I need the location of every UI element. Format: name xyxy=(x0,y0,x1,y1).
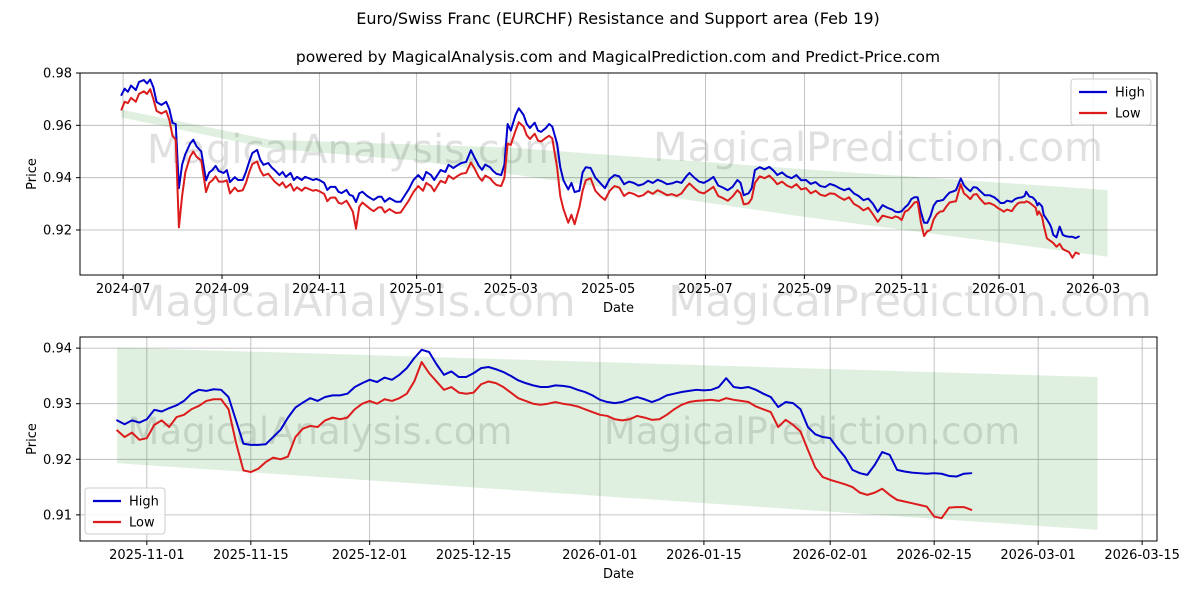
x-tick-label: 2025-01 xyxy=(389,282,443,297)
chart-zoom-recent: 2025-11-01 2025-11-15 2025-12-01 2025-12-15… xyxy=(25,336,1180,582)
legend-label-low: Low xyxy=(1115,107,1141,122)
legend-label-high: High xyxy=(1115,86,1145,101)
x-tick-label: 2025-05 xyxy=(581,282,635,297)
x-tick-label: 2025-12-01 xyxy=(332,548,408,563)
x-tick-label: 2025-11 xyxy=(875,282,929,297)
x-tick-label: 2026-01 xyxy=(972,282,1026,297)
watermark: MagicalPrediction.com xyxy=(668,277,1152,327)
y-tick-label: 0.94 xyxy=(43,171,72,186)
legend-label-high: High xyxy=(129,495,159,510)
x-tick-label: 2024-11 xyxy=(292,282,346,297)
y-tick-label: 0.91 xyxy=(43,508,72,523)
legend-label-low: Low xyxy=(129,516,155,531)
y-axis-label: Price xyxy=(25,158,40,190)
x-axis-label: Date xyxy=(603,567,634,582)
y-tick-label: 0.96 xyxy=(43,119,72,134)
watermark: MagicalAnalysis.com xyxy=(128,410,513,453)
x-tick-label: 2025-07 xyxy=(678,282,732,297)
x-tick-label: 2026-02-01 xyxy=(792,548,868,563)
high-line xyxy=(120,78,1080,240)
x-tick-label: 2026-01-15 xyxy=(666,548,742,563)
x-tick-label: 2026-03-15 xyxy=(1104,548,1180,563)
x-tick-label: 2026-03 xyxy=(1066,282,1120,297)
x-tick-label: 2026-02-15 xyxy=(896,548,972,563)
watermark: MagicalPrediction.com xyxy=(653,125,1103,171)
x-tick-label: 2025-12-15 xyxy=(436,548,512,563)
x-axis-label: Date xyxy=(603,301,634,316)
x-tick-label: 2024-07 xyxy=(96,282,150,297)
x-tick-label: 2024-09 xyxy=(195,282,249,297)
x-tick-label: 2025-11-01 xyxy=(109,548,185,563)
figure-subtitle: powered by MagicalAnalysis.com and Magic… xyxy=(296,48,940,66)
legend: High Low xyxy=(1070,78,1152,126)
y-tick-label: 0.98 xyxy=(43,67,72,82)
low-line xyxy=(116,361,973,520)
chart-layer: 2024-07 2024-09 2024-11 2025-01 2025-03 2025-… xyxy=(25,67,1180,583)
plot-border xyxy=(79,336,1158,542)
figure-title: Euro/Swiss Franc (EURCHF) Resistance and… xyxy=(356,9,880,28)
support-resistance-band xyxy=(117,347,1098,530)
y-tick-label: 0.92 xyxy=(43,453,72,468)
x-tick-label: 2026-01-01 xyxy=(562,548,638,563)
legend: High Low xyxy=(84,487,166,535)
chart-overview: 2024-07 2024-09 2024-11 2025-01 2025-03 2025-… xyxy=(25,67,1158,316)
low-line xyxy=(120,88,1080,259)
support-resistance-band xyxy=(121,109,1108,257)
x-tick-label: 2026-03-01 xyxy=(1000,548,1076,563)
x-tick-label: 2025-09 xyxy=(777,282,831,297)
y-axis-label: Price xyxy=(25,423,40,455)
x-tick-label: 2025-03 xyxy=(484,282,538,297)
x-tick-label: 2025-11-15 xyxy=(213,548,289,563)
plot-border xyxy=(79,72,1158,276)
y-tick-label: 0.94 xyxy=(43,342,72,357)
high-line xyxy=(116,348,973,478)
watermark: MagicalAnalysis.com xyxy=(128,277,575,327)
y-tick-label: 0.93 xyxy=(43,397,72,412)
y-tick-label: 0.92 xyxy=(43,223,72,238)
